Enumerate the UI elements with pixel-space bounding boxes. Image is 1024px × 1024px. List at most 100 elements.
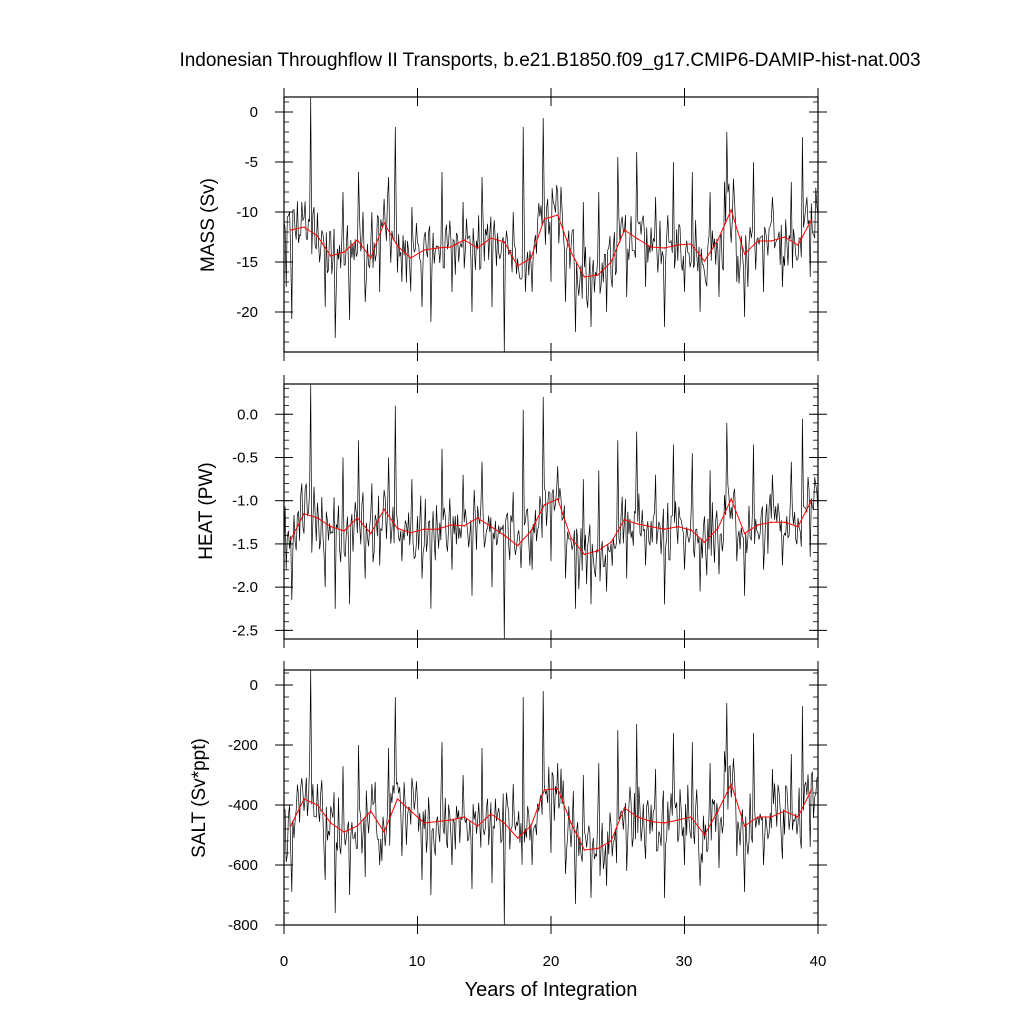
annual-mean-point: [329, 255, 332, 257]
annual-mean-point: [503, 534, 506, 537]
annual-mean-point: [316, 804, 319, 806]
annual-mean-point: [690, 529, 692, 531]
annual-mean-point: [369, 532, 372, 535]
x-tick-label: 0: [280, 953, 288, 970]
y-tick-label: -2.5: [232, 622, 258, 639]
annual-mean-point: [797, 816, 799, 818]
annual-mean-point: [289, 538, 292, 541]
annual-mean-point: [410, 810, 412, 812]
annual-mean-point: [677, 819, 679, 821]
annual-mean-point: [516, 837, 519, 839]
annual-mean-point: [703, 834, 706, 836]
annual-mean-point: [770, 521, 773, 524]
y-tick-label: -2.0: [232, 579, 258, 596]
annual-mean-point: [690, 243, 692, 245]
annual-mean-point: [383, 222, 385, 224]
annual-mean-point: [329, 822, 332, 824]
annual-mean-point: [476, 825, 479, 827]
y-tick-label: 0.0: [237, 406, 258, 423]
y-tick-label: -1.5: [232, 536, 258, 553]
annual-mean-point: [663, 822, 666, 824]
annual-mean-point: [516, 265, 519, 267]
annual-mean-point: [490, 525, 492, 528]
plot-frame-mass: [283, 96, 819, 353]
annual-mean-point: [543, 504, 546, 506]
y-tick-label: 0: [250, 677, 258, 694]
y-tick-label: -15: [236, 254, 258, 271]
annual-mean-point: [436, 247, 439, 249]
annual-mean-point: [503, 241, 506, 243]
annual-mean-point: [396, 798, 399, 800]
annual-mean-point: [690, 816, 692, 818]
annual-mean-point: [650, 525, 652, 528]
annual-mean-point: [356, 517, 359, 519]
plot-frame-salt: [283, 669, 819, 926]
annual-mean-point: [463, 239, 466, 241]
annual-mean-point: [463, 816, 466, 818]
annual-mean-point: [583, 553, 586, 556]
annual-mean-point: [783, 521, 786, 524]
annual-mean-point: [383, 831, 385, 833]
annual-mean-point: [783, 236, 786, 238]
annual-mean-point: [583, 276, 586, 278]
annual-mean-point: [463, 524, 466, 527]
annual-mean-point: [490, 813, 492, 815]
annual-mean-point: [703, 260, 706, 262]
annual-mean-point: [369, 257, 372, 259]
annual-mean-point: [410, 257, 412, 259]
annual-mean-point: [743, 825, 746, 827]
y-axis-label-heat: HEAT (PW): [196, 462, 217, 559]
annual-mean-point: [476, 517, 479, 519]
annual-mean-point: [356, 239, 359, 241]
annual-mean-point: [410, 531, 412, 534]
annual-mean-point: [717, 810, 719, 812]
annual-mean-point: [810, 789, 813, 791]
annual-mean-point: [623, 807, 626, 809]
annual-mean-point: [636, 816, 639, 818]
annual-mean-point: [810, 219, 813, 221]
annual-mean-point: [329, 525, 332, 528]
annual-mean-line: [290, 208, 812, 278]
annual-mean-point: [343, 530, 345, 532]
annual-mean-point: [797, 244, 799, 246]
annual-mean-point: [423, 249, 425, 251]
annual-mean-point: [757, 816, 759, 818]
y-axis-label-mass: MASS (Sv): [198, 178, 219, 272]
annual-mean-point: [650, 820, 652, 823]
x-tick-label: 10: [409, 953, 426, 970]
annual-mean-point: [289, 825, 292, 827]
annual-mean-point: [743, 253, 746, 255]
y-tick-label: -20: [236, 304, 258, 321]
annual-mean-point: [316, 517, 319, 519]
annual-mean-point: [570, 251, 572, 253]
y-tick-label: -200: [228, 737, 258, 754]
plot-frame-heat: [283, 383, 819, 640]
annual-mean-point: [450, 246, 452, 248]
panel-salt: SALT (Sv*ppt) 0 -200 -400 -600 -800: [189, 661, 827, 934]
annual-mean-point: [797, 525, 799, 528]
annual-mean-point: [383, 508, 385, 511]
annual-mean-point: [770, 816, 773, 818]
x-tick-label: 20: [543, 953, 560, 970]
monthly-series-line: [283, 96, 819, 353]
annual-mean-point: [556, 214, 559, 216]
annual-mean-point: [810, 499, 813, 502]
annual-mean-point: [623, 229, 626, 231]
annual-mean-line: [290, 782, 812, 851]
y-tick-label: 0: [250, 104, 258, 121]
annual-mean-point: [343, 831, 345, 833]
annual-mean-point: [730, 498, 733, 500]
annual-mean-point: [623, 518, 626, 521]
annual-mean-point: [663, 528, 666, 531]
annual-mean-point: [530, 825, 532, 827]
annual-mean-point: [303, 512, 305, 515]
annual-mean-point: [423, 528, 425, 531]
annual-mean-point: [303, 798, 305, 800]
annual-mean-point: [717, 527, 719, 530]
annual-mean-point: [423, 822, 425, 824]
annual-mean-point: [289, 229, 292, 231]
y-tick-label: -400: [228, 797, 258, 814]
annual-mean-point: [730, 783, 733, 785]
annual-mean-point: [636, 238, 639, 240]
